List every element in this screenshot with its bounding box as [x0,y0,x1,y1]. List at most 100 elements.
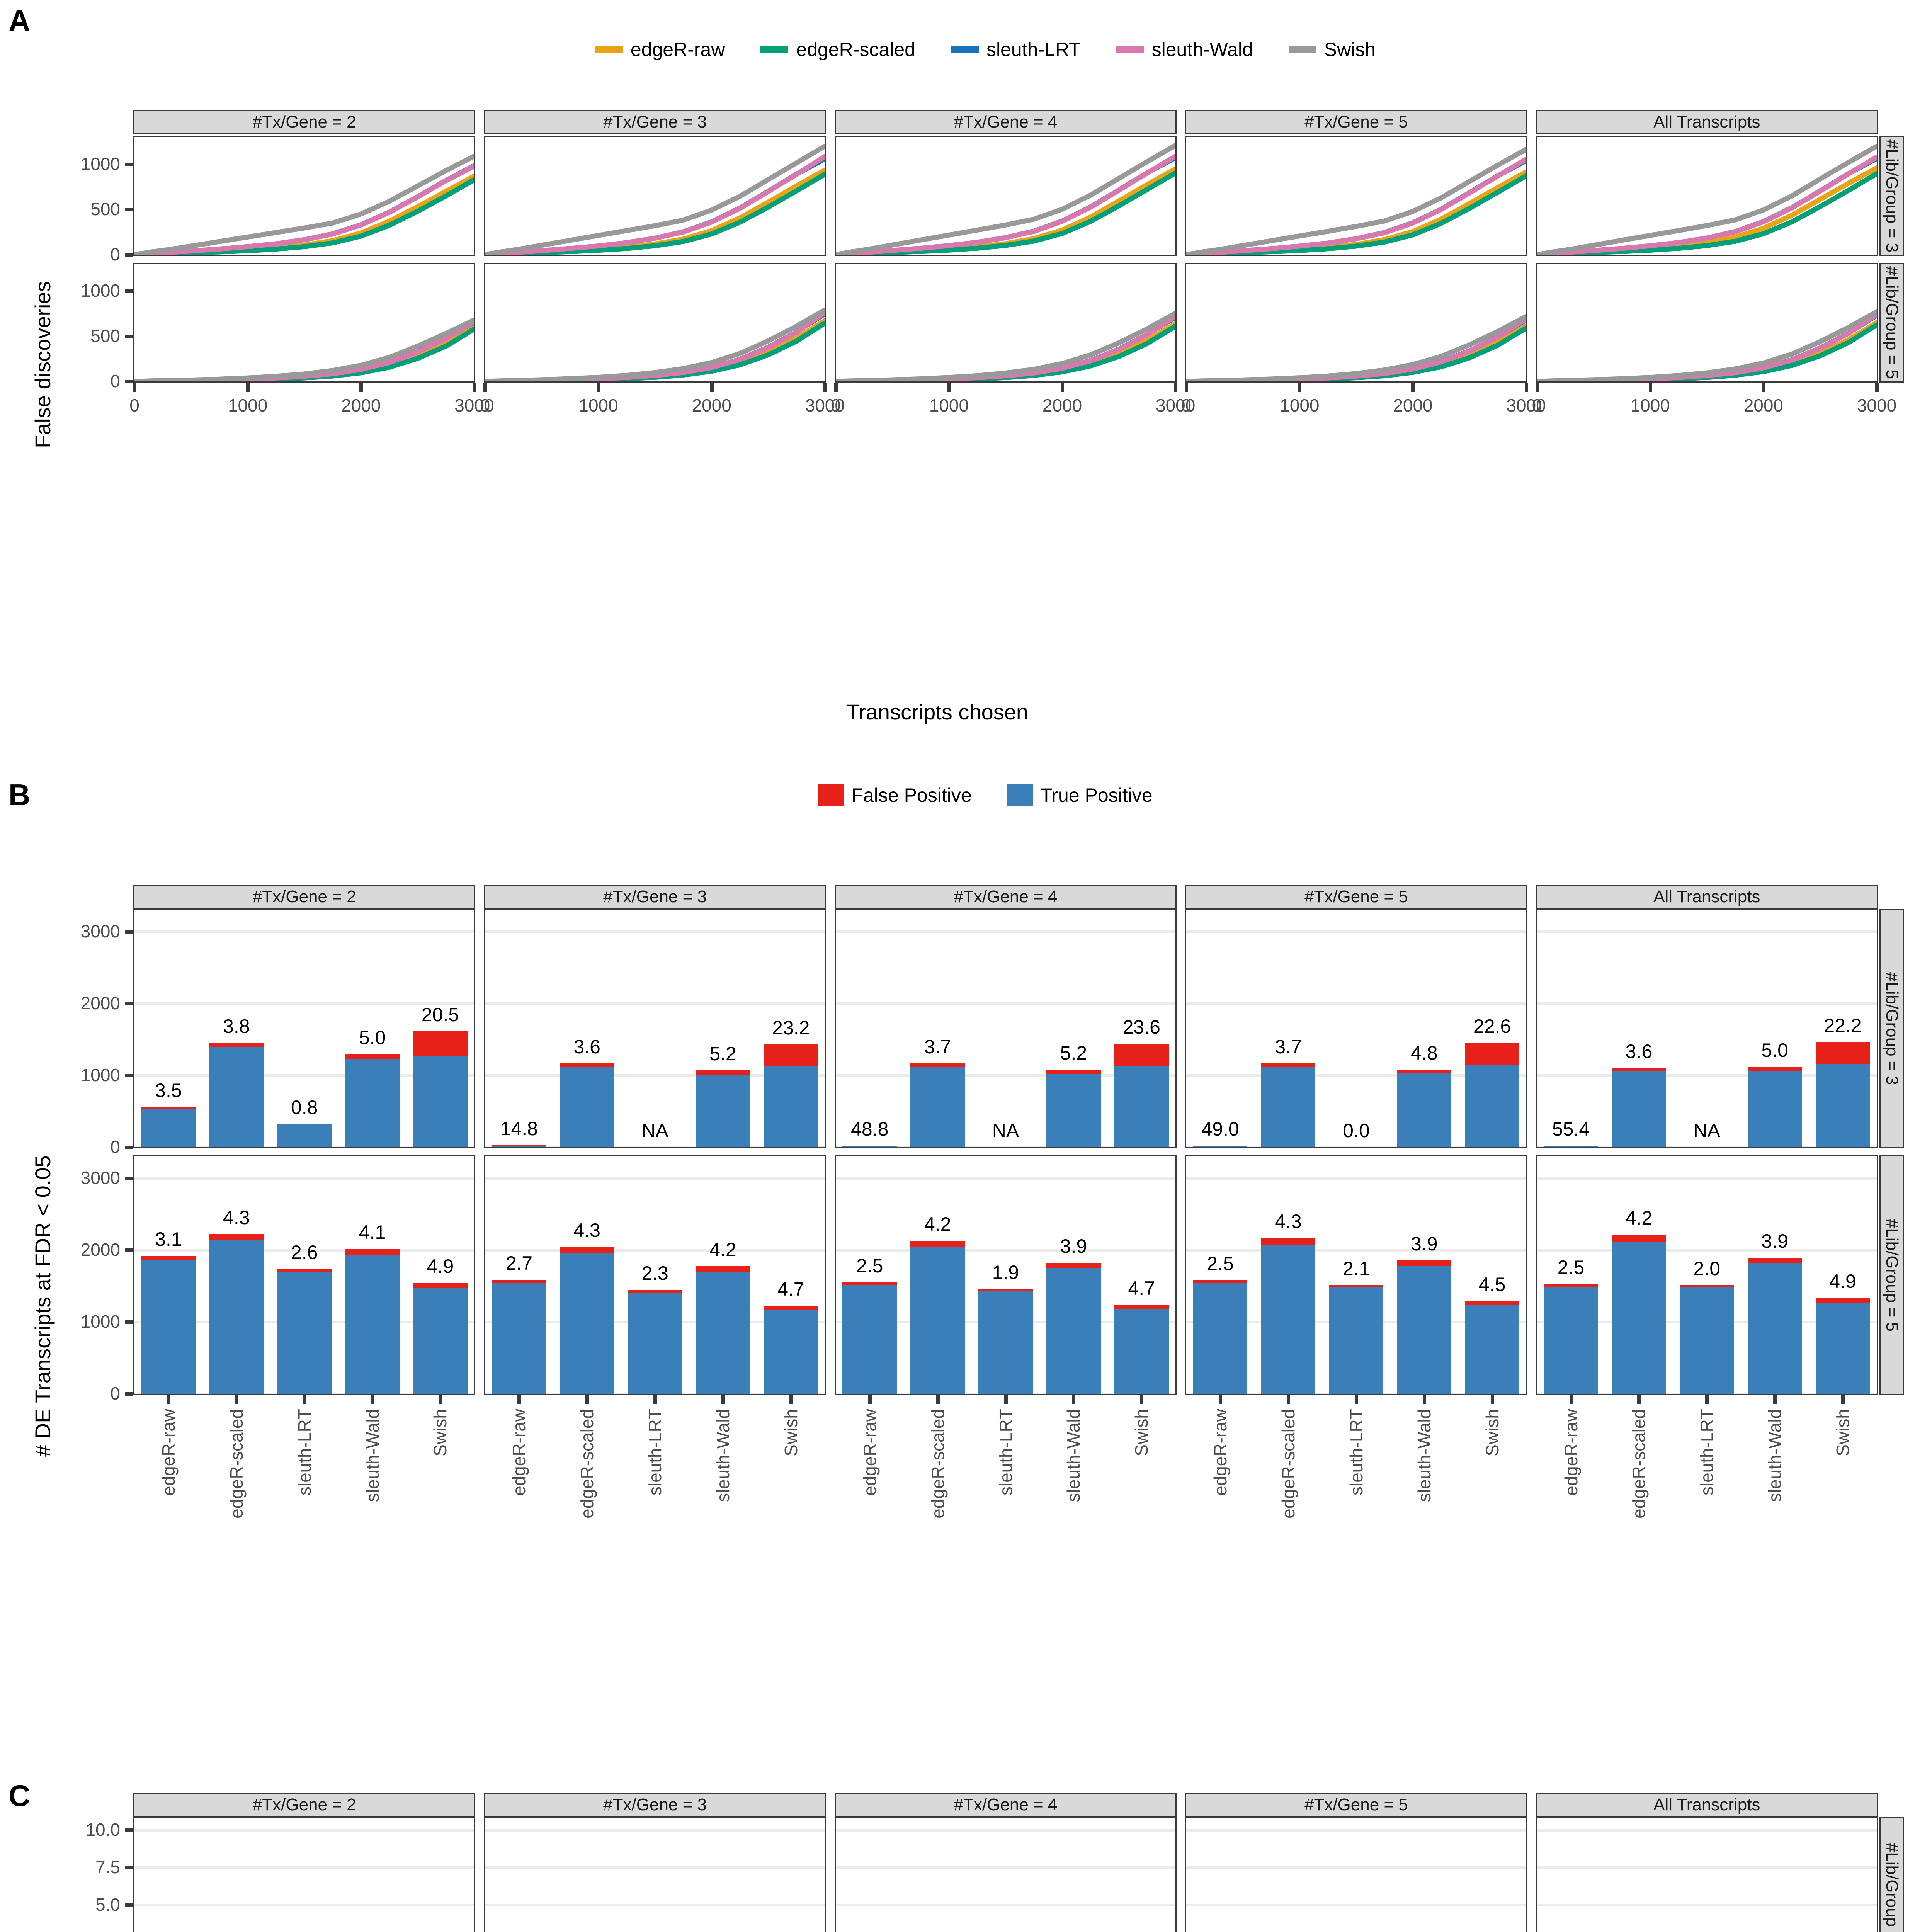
facet-strip-label: #Tx/Gene = 2 [252,887,356,906]
gridline [485,1866,825,1869]
y-tick-label: 1000 [80,281,120,301]
facet-strip-row-1: #Lib/Group = 3 [1879,136,1904,256]
gridline [835,1002,1176,1005]
bar-false-positive [1612,1068,1666,1071]
legend-item-edger-raw[interactable]: edgeR-raw [595,38,725,61]
facet-strip-label: All Transcripts [1653,1795,1760,1814]
x-tick-mark [1185,383,1189,392]
x-tick-mark [710,383,714,392]
x-tick-mark [1174,383,1178,392]
bar-true-positive [628,1292,682,1394]
gridline [1537,1829,1877,1832]
y-tick-label: 0 [110,1137,120,1157]
bar-false-positive [345,1249,400,1255]
y-tick-mark [125,1903,133,1907]
panel-label-a: A [9,3,31,37]
x-tick-mark [133,383,136,392]
bar-true-positive [413,1288,468,1394]
bar-value-label: 48.8 [851,1118,889,1140]
x-tick-mark [1762,383,1765,392]
bar-true-positive [1046,1074,1101,1147]
y-tick-mark [125,1146,133,1149]
panel-a-plot-r1-c3 [834,136,1177,256]
bar-value-label: 4.3 [1275,1211,1302,1233]
panel-a-x-axis-title: Transcripts chosen [846,700,1028,724]
x-tick-mark [1422,1395,1426,1404]
bar-value-label: 23.6 [1122,1016,1160,1038]
bar-value-label: 4.9 [427,1255,454,1277]
bar-false-positive [1046,1070,1101,1074]
facet-strip-col-c4: #Tx/Gene = 5 [1185,1793,1527,1817]
gridline [485,1829,825,1832]
panel-a-plot-r1-c1 [133,136,476,256]
bar-false-positive [492,1280,546,1283]
gridline [485,1002,825,1005]
panel-a-lines [134,153,474,255]
bar-false-positive [560,1247,614,1253]
bar-value-label: 1.9 [992,1261,1019,1283]
x-tick-mark [936,1395,940,1404]
bar-true-positive [209,1046,264,1147]
bar-value-label: 2.1 [1343,1257,1370,1279]
facet-strip-col-4: #Tx/Gene = 5 [1185,110,1527,134]
facet-strip-label: #Tx/Gene = 2 [252,112,356,131]
x-tick-mark [1004,1395,1008,1404]
legend-label: edgeR-raw [630,39,725,60]
panel-b-plot-r1-c5: 55.4 3.6 NA 5.0 22.2 [1536,909,1878,1148]
panel-b-plot-r2-c1: 3.1 4.3 2.6 4.1 4.9 [133,1155,476,1395]
x-tick-mark [868,1395,872,1404]
facet-strip-label: #Lib/Group = 5 [1883,1218,1901,1332]
legend-item-sleuth-lrt[interactable]: sleuth-LRT [951,38,1081,61]
bar-false-positive [1046,1263,1101,1268]
y-tick-mark [125,1828,133,1832]
series-edger-raw [1537,165,1877,255]
gridline [485,1177,825,1180]
x-tick-mark [597,383,600,392]
legend-item-sleuth-wald[interactable]: sleuth-Wald [1116,38,1253,61]
x-tick-mark [371,1395,374,1404]
panel-a-lines [1537,143,1877,255]
x-tick-mark [483,383,487,392]
bar-false-positive [209,1234,264,1240]
gridline [1186,1177,1526,1180]
facet-strip-label: #Tx/Gene = 5 [1304,1795,1408,1814]
x-tick-mark [1490,1395,1494,1404]
bar-false-positive [141,1255,196,1260]
legend-label: sleuth-Wald [1151,39,1253,60]
x-tick-label-sleuth-lrt: sleuth-LRT [1346,1409,1366,1496]
legend-item-true-positive[interactable]: True Positive [1007,784,1153,806]
facet-strip-col-2: #Tx/Gene = 3 [484,110,826,134]
bar-false-positive [1747,1067,1802,1071]
gridline [485,1904,825,1907]
facet-strip-label: #Tx/Gene = 5 [1304,887,1408,906]
bar-true-positive [978,1291,1033,1394]
bar-true-positive [277,1124,332,1147]
x-tick-label: 3000 [1506,395,1546,415]
gridline [835,1866,1176,1869]
series-swish [134,153,474,255]
x-tick-label-sleuth-wald: sleuth-Wald [1063,1409,1084,1502]
y-tick-mark [125,1002,133,1005]
panel-a-lines [485,307,825,381]
bar-value-label: 4.7 [777,1278,804,1300]
gridline [1537,1074,1877,1077]
bar-value-label: NA [641,1120,668,1141]
bar-value-label: 2.3 [641,1262,668,1284]
bar-false-positive [1465,1043,1519,1065]
gridline [1186,930,1526,933]
bar-false-positive [696,1266,750,1272]
bar-false-positive [492,1145,546,1146]
x-tick-label-edger-scaled: edgeR-scaled [927,1409,948,1519]
legend-item-edger-scaled[interactable]: edgeR-scaled [760,38,915,61]
bar-true-positive [696,1271,750,1394]
legend-item-swish[interactable]: Swish [1288,38,1376,61]
series-swish [835,143,1176,255]
x-tick-mark [653,1395,657,1404]
y-tick-label: 5.0 [95,1895,120,1915]
bar-value-label: 55.4 [1552,1118,1590,1140]
panel-a-y-axis-title: False discoveries [31,281,55,448]
x-tick-mark [823,383,827,392]
y-tick-mark [125,1392,133,1396]
bar-true-positive [1261,1245,1316,1394]
legend-item-false-positive[interactable]: False Positive [818,784,972,806]
